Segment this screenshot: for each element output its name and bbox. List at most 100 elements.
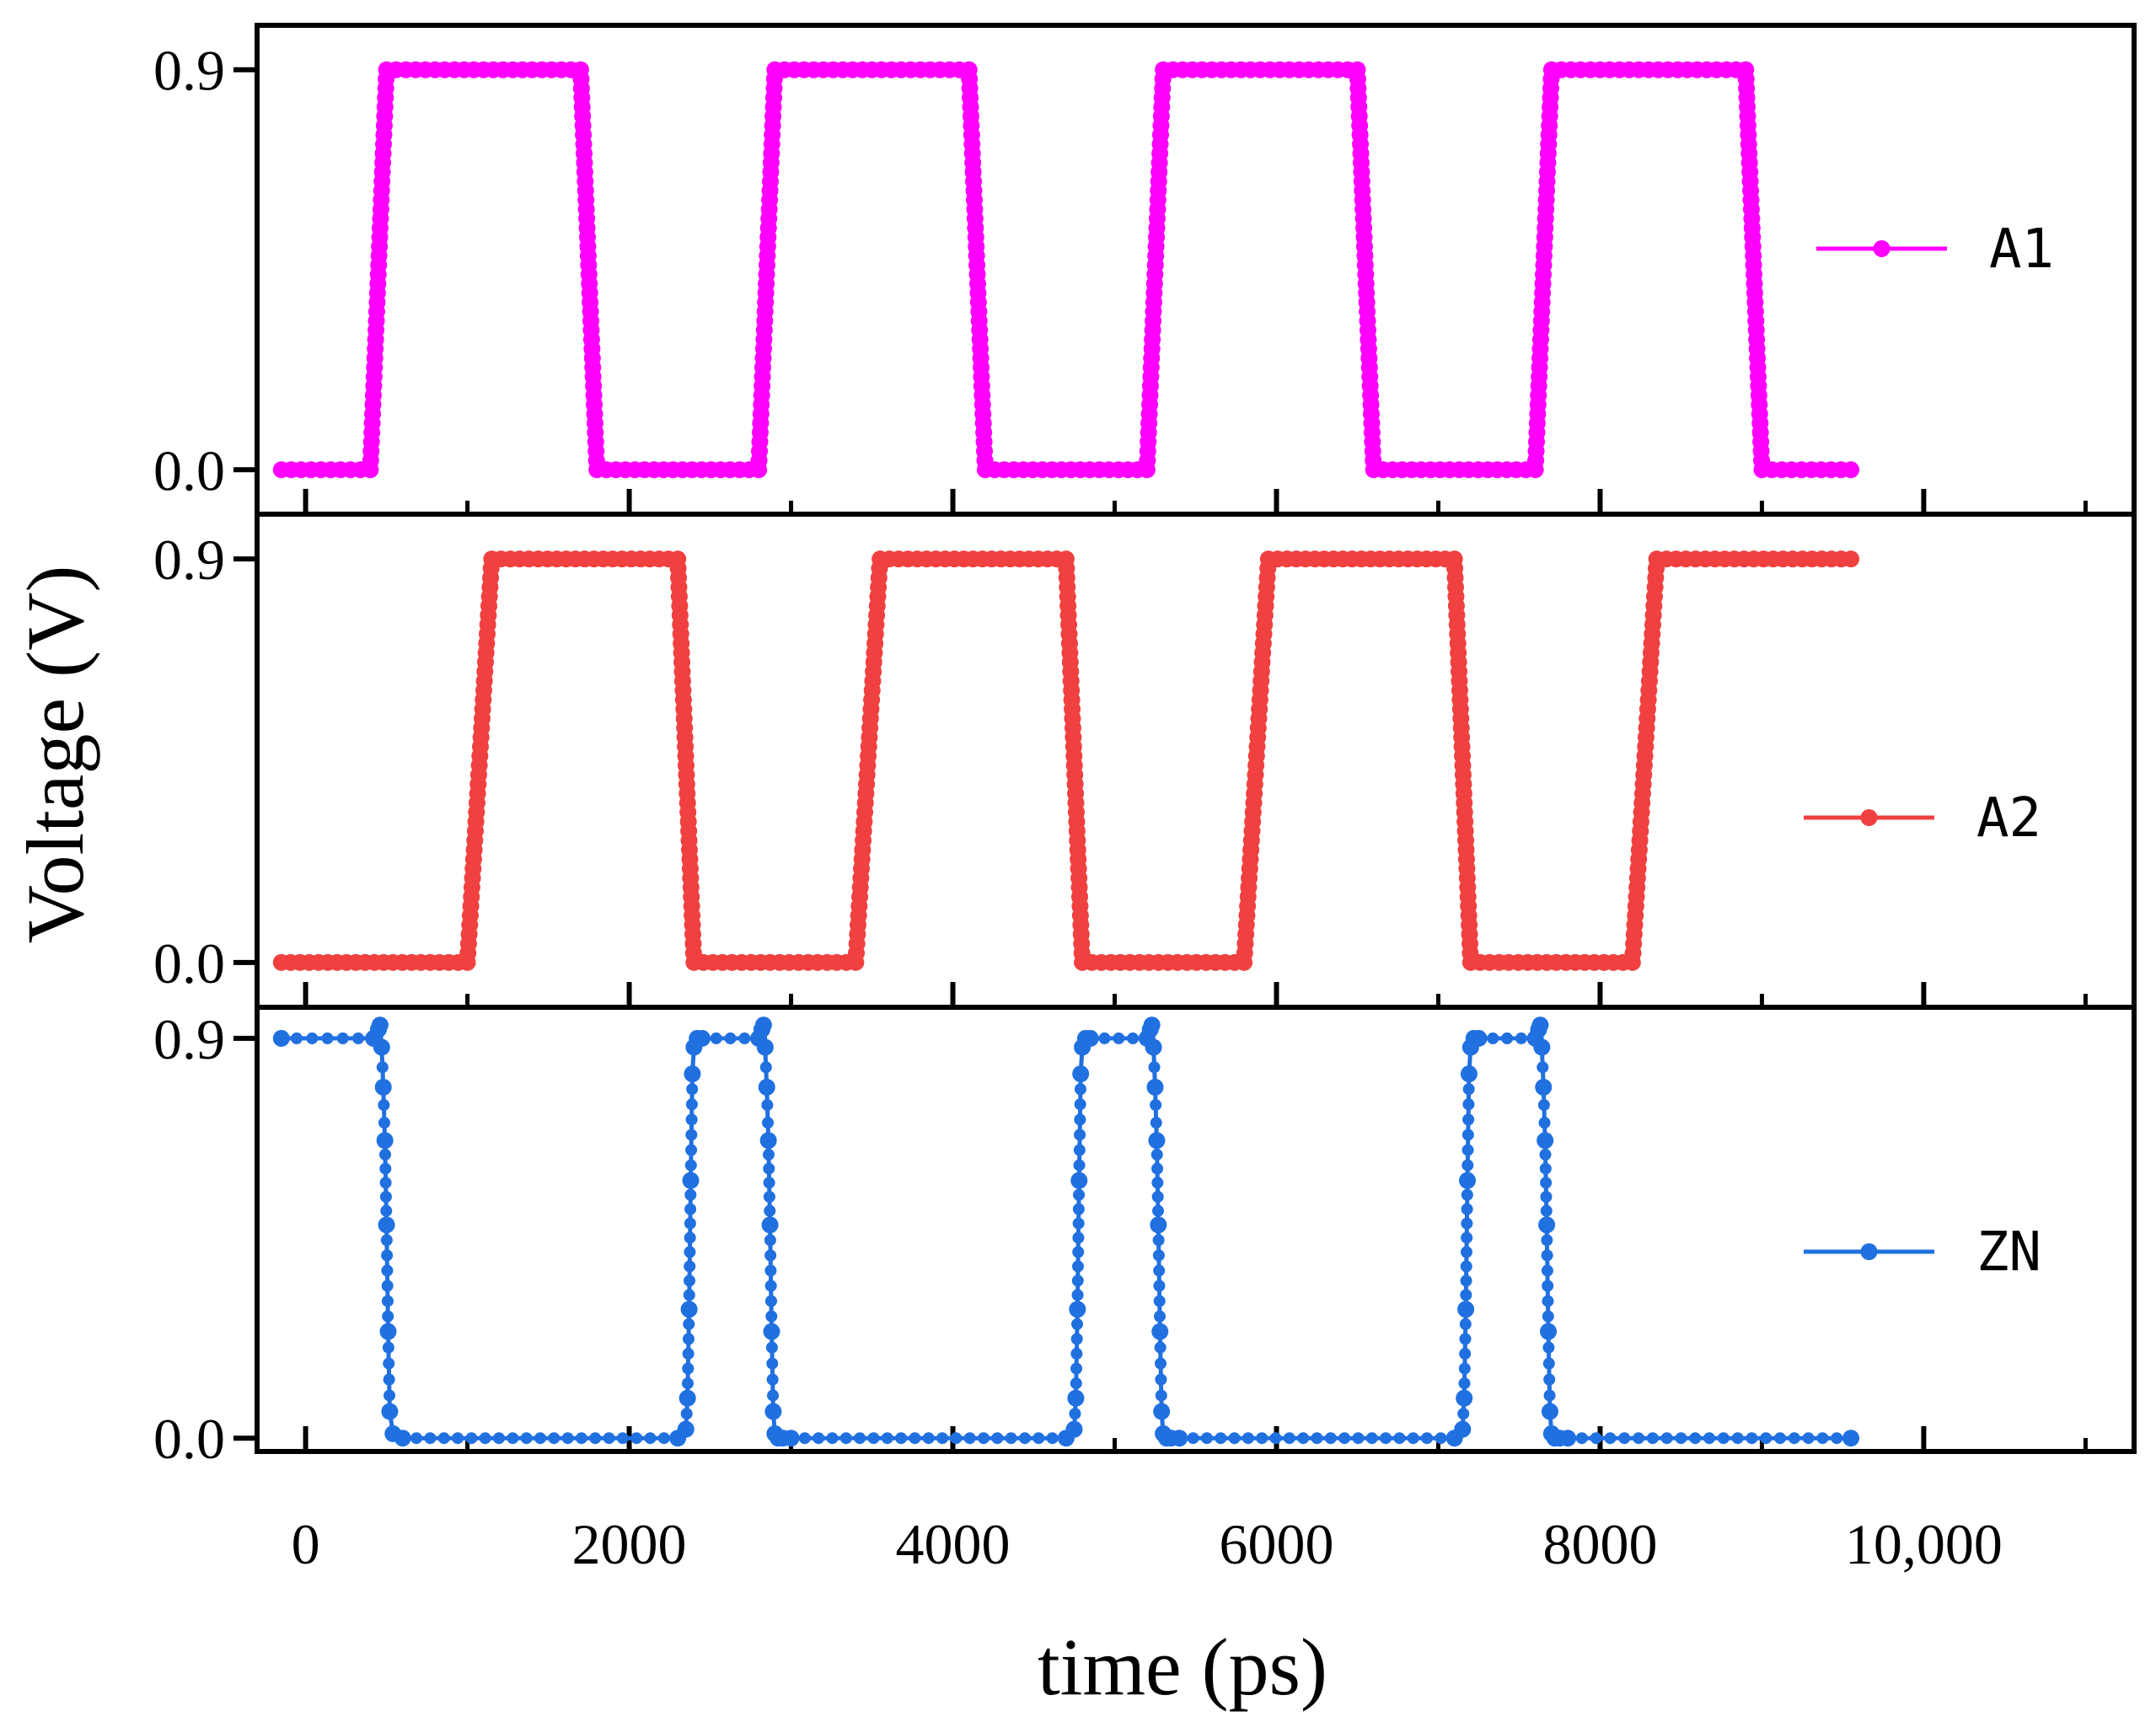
panels-layer: 0.0 0.9 A1 0.0 0.9 A2 0.0 0.9 ZN bbox=[153, 23, 2137, 1471]
data-point bbox=[1352, 1432, 1365, 1445]
data-point bbox=[710, 1032, 722, 1044]
data-point bbox=[764, 1295, 777, 1307]
data-point bbox=[764, 1264, 777, 1277]
data-point bbox=[763, 1190, 775, 1203]
data-point bbox=[1155, 1389, 1167, 1402]
y-tick-label: 0.9 bbox=[153, 39, 225, 103]
data-point bbox=[1127, 1032, 1140, 1044]
data-point bbox=[380, 1234, 393, 1247]
x-tick-label: 6000 bbox=[1219, 1512, 1333, 1576]
data-point bbox=[520, 1432, 533, 1445]
data-point bbox=[1459, 1317, 1472, 1330]
data-point bbox=[1283, 1432, 1295, 1445]
legend-marker bbox=[1860, 809, 1878, 826]
x-tick-label: 4000 bbox=[896, 1512, 1011, 1576]
data-point bbox=[1070, 1377, 1082, 1390]
data-point bbox=[695, 1032, 708, 1044]
data-point bbox=[1542, 1310, 1554, 1323]
data-point bbox=[548, 1432, 560, 1445]
data-point bbox=[753, 1032, 765, 1044]
data-point bbox=[1074, 1113, 1086, 1126]
data-point bbox=[765, 1325, 778, 1338]
data-point bbox=[378, 1098, 390, 1111]
data-point bbox=[1604, 1432, 1617, 1445]
data-point bbox=[1150, 1098, 1162, 1111]
data-point bbox=[575, 1432, 587, 1445]
data-point bbox=[1461, 1217, 1473, 1230]
data-point bbox=[1435, 1432, 1447, 1445]
data-point bbox=[680, 1408, 693, 1420]
data-point bbox=[1542, 1325, 1555, 1338]
data-point bbox=[1084, 1032, 1097, 1044]
data-point bbox=[1297, 1432, 1310, 1445]
legend-label: A2 bbox=[1976, 787, 2041, 850]
data-point bbox=[507, 1432, 519, 1445]
data-point bbox=[1421, 1432, 1434, 1445]
data-point bbox=[1072, 1203, 1085, 1215]
data-point bbox=[1155, 1357, 1167, 1370]
data-point bbox=[379, 1190, 392, 1203]
data-point bbox=[306, 1032, 319, 1044]
data-point bbox=[382, 1310, 394, 1323]
data-point bbox=[1703, 1432, 1716, 1445]
data-point bbox=[1154, 1325, 1166, 1338]
data-point bbox=[936, 1432, 949, 1445]
data-point bbox=[1462, 1098, 1475, 1111]
data-point bbox=[785, 1432, 797, 1445]
data-point bbox=[380, 1205, 393, 1217]
data-point bbox=[1338, 1432, 1351, 1445]
data-point bbox=[761, 1098, 774, 1111]
data-point bbox=[1147, 1041, 1160, 1054]
data-point bbox=[1461, 1203, 1473, 1215]
data-point bbox=[1150, 1117, 1162, 1129]
data-point bbox=[684, 1274, 696, 1287]
series-line-zn bbox=[281, 1022, 1852, 1441]
data-point bbox=[854, 1432, 866, 1445]
data-point bbox=[763, 1162, 775, 1175]
data-point bbox=[1539, 1148, 1552, 1161]
data-point bbox=[767, 1405, 780, 1418]
data-point bbox=[380, 1219, 393, 1231]
data-point bbox=[1660, 1432, 1673, 1445]
data-point bbox=[1831, 1432, 1843, 1445]
data-point bbox=[1537, 1061, 1549, 1074]
data-point bbox=[1072, 1217, 1085, 1230]
data-point bbox=[1464, 1041, 1477, 1054]
data-point bbox=[1542, 1280, 1554, 1292]
panel-frame bbox=[255, 1005, 2137, 1454]
data-point bbox=[1460, 1303, 1472, 1316]
x-axis: 0 2000 4000 6000 8000 10,000 bbox=[292, 1512, 2003, 1576]
data-point bbox=[1459, 1348, 1472, 1360]
data-point bbox=[1156, 1405, 1168, 1418]
data-point bbox=[373, 1019, 386, 1032]
data-point bbox=[1150, 1135, 1163, 1147]
data-point bbox=[1148, 1061, 1161, 1074]
x-tick-label: 2000 bbox=[572, 1512, 687, 1576]
data-point bbox=[1070, 1362, 1083, 1375]
data-point bbox=[383, 1357, 395, 1370]
data-point bbox=[766, 1357, 779, 1370]
data-point bbox=[1256, 1432, 1268, 1445]
y-tick-label: 0.0 bbox=[153, 931, 225, 995]
data-point bbox=[684, 1260, 696, 1273]
series-zn bbox=[272, 1017, 1860, 1447]
data-point bbox=[1073, 1174, 1086, 1187]
data-point bbox=[1311, 1432, 1323, 1445]
data-point bbox=[765, 1310, 778, 1323]
data-point bbox=[1073, 1188, 1086, 1201]
data-point bbox=[1070, 1392, 1082, 1404]
data-point bbox=[1536, 1041, 1548, 1054]
data-point bbox=[1215, 1432, 1227, 1445]
data-point bbox=[1543, 1389, 1556, 1402]
data-point bbox=[684, 1217, 696, 1230]
data-point bbox=[377, 1081, 389, 1093]
data-point bbox=[1071, 1289, 1084, 1301]
y-tick-label: 0.0 bbox=[153, 1407, 225, 1471]
data-point bbox=[1380, 1432, 1392, 1445]
legend-label: ZN bbox=[1976, 1221, 2041, 1284]
data-point bbox=[765, 1341, 778, 1354]
data-point bbox=[1540, 1205, 1553, 1217]
x-tick-label: 10,000 bbox=[1845, 1512, 2003, 1576]
data-point bbox=[682, 1333, 695, 1345]
data-point bbox=[375, 1041, 388, 1054]
